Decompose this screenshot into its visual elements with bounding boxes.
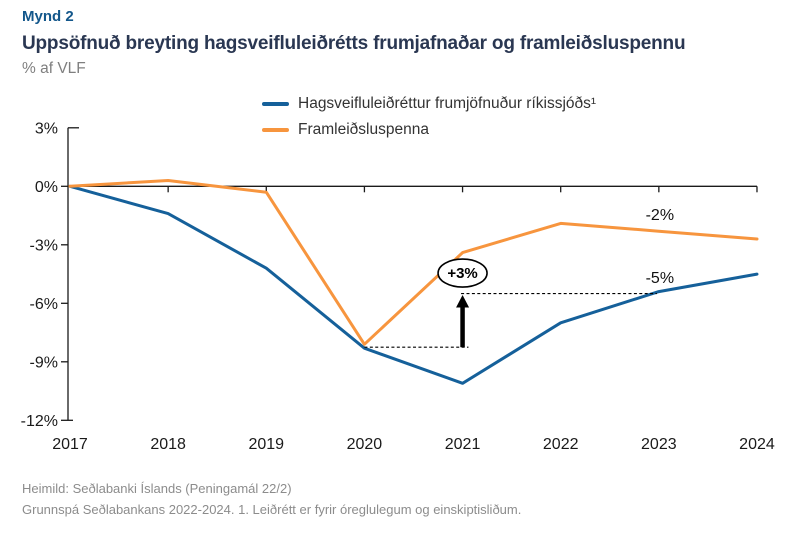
legend-item-frumjofnudur: Hagsveifluleiðréttur frumjöfnuður ríkiss…: [262, 91, 596, 117]
x-tick-label: 2022: [543, 436, 579, 453]
legend-item-framleidsluspenna: Framleiðsluspenna: [262, 117, 596, 143]
y-tick-label: -6%: [30, 296, 58, 313]
x-tick-label: 2023: [641, 436, 677, 453]
note-line: Grunnspá Seðlabankans 2022-2024. 1. Leið…: [22, 501, 522, 517]
x-tick-label: 2024: [739, 436, 775, 453]
figure-unit-label: % af VLF: [22, 60, 86, 77]
x-tick-label: 2019: [248, 436, 284, 453]
series-line-frumjofnudur: [68, 184, 759, 385]
y-tick-label: -3%: [30, 237, 58, 254]
y-tick-label: -9%: [30, 354, 58, 371]
legend-line-swatch-blue: [262, 102, 289, 106]
annotation-arrow-head: [456, 295, 470, 308]
source-note: Heimild: Seðlabanki Íslands (Peningamál …: [22, 479, 521, 520]
x-tick-label: 2017: [52, 436, 88, 453]
annotation-value-label: -2%: [646, 207, 674, 224]
chart-legend: Hagsveifluleiðréttur frumjöfnuður ríkiss…: [262, 91, 596, 143]
y-tick-label: 0%: [35, 179, 58, 196]
x-tick-label: 2018: [150, 436, 186, 453]
legend-line-swatch-orange: [262, 128, 289, 132]
line-chart: 3% 0% -3% -6% -9% -12% 2017 2018 2019 2020 2021 202…: [21, 120, 775, 453]
y-tick-label: 3%: [35, 120, 58, 137]
figure-title: Uppsöfnuð breyting hagsveifluleiðrétts f…: [22, 33, 686, 54]
annotation-gap-label: +3%: [447, 265, 477, 282]
series-line-framleidsluspenna: [68, 179, 759, 346]
legend-label-framleidsluspenna: Framleiðsluspenna: [298, 121, 429, 138]
y-tick-label: -12%: [21, 413, 58, 430]
source-line: Heimild: Seðlabanki Íslands (Peningamál …: [22, 481, 292, 496]
x-tick-label: 2021: [445, 436, 481, 453]
legend-label-frumjofnudur: Hagsveifluleiðréttur frumjöfnuður ríkiss…: [298, 95, 597, 112]
x-tick-label: 2020: [347, 436, 383, 453]
figure-number: Mynd 2: [22, 8, 74, 25]
annotation-value-label: -5%: [646, 270, 674, 287]
annotation-ellipse: [437, 258, 488, 288]
